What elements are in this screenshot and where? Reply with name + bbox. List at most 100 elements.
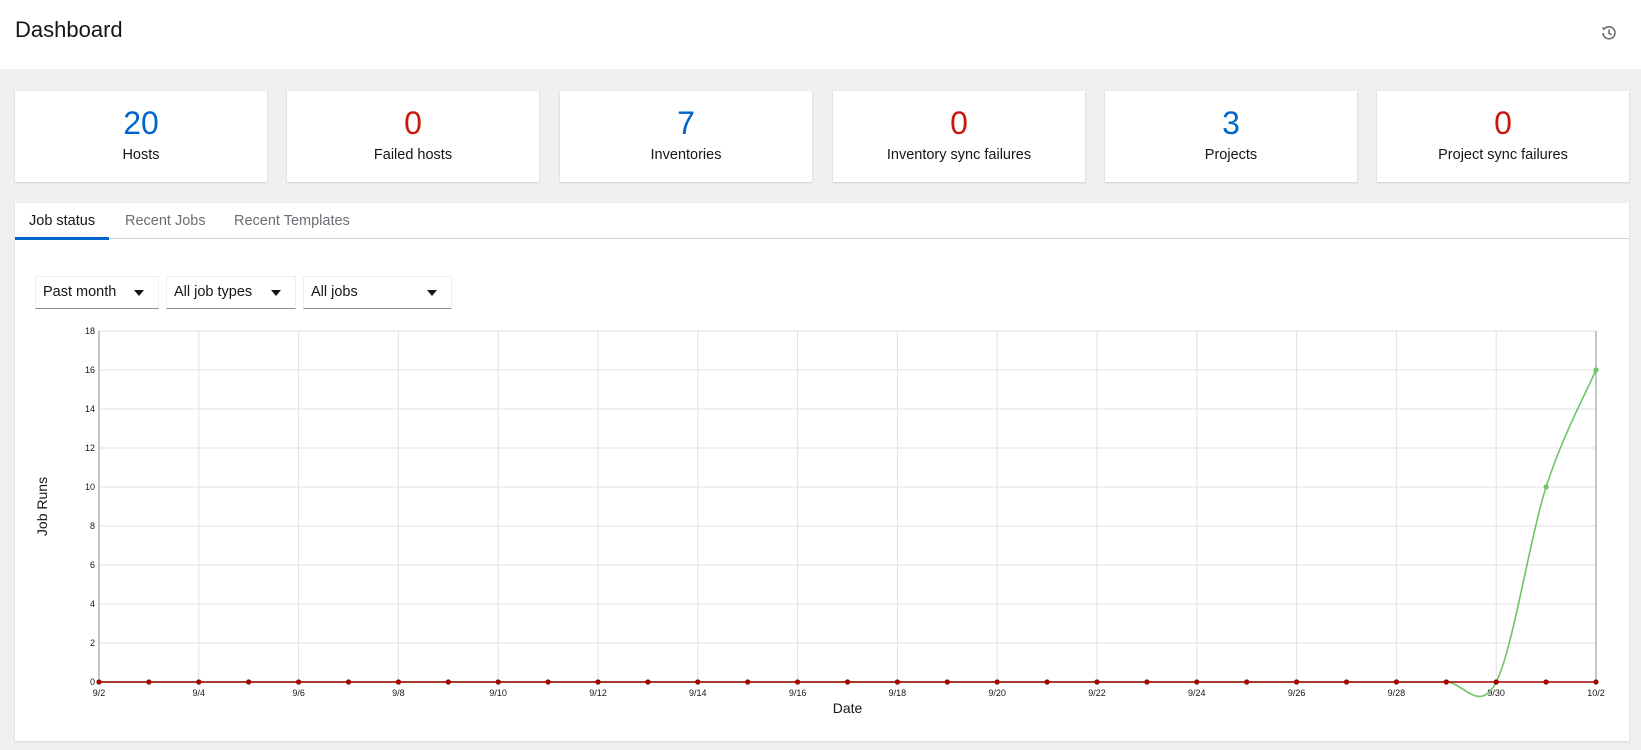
x-tick-label: 9/14 [689,688,707,698]
projects-card[interactable]: 3 Projects [1105,91,1357,182]
x-tick-label: 10/2 [1587,688,1605,698]
data-point-1 [745,679,751,685]
x-tick-label: 9/10 [489,688,507,698]
x-tick-label: 9/22 [1088,688,1106,698]
y-tick-label: 12 [85,443,95,453]
y-axis-title: Job Runs [34,477,50,536]
job-type-select-value: All job types [174,284,253,300]
chevron-down-icon [427,290,437,296]
dashboard-tabs: Job status Recent Jobs Recent Templates [15,203,1629,240]
data-point-1 [1493,679,1499,685]
data-point-1 [1144,679,1150,685]
projects-count: 3 [1222,105,1240,141]
data-point-1 [395,679,401,685]
data-point-1 [1294,679,1300,685]
x-tick-label: 9/8 [392,688,405,698]
data-point-1 [894,679,901,685]
inventory-sync-failures-label: Inventory sync failures [886,147,1032,163]
data-point-1 [345,679,352,685]
project-sync-failures-label: Project sync failures [1438,147,1568,163]
chevron-down-icon [271,290,281,296]
x-tick-label: 9/12 [589,688,607,698]
y-tick-label: 18 [85,326,95,336]
data-point-1 [146,679,152,685]
history-button[interactable] [1596,20,1622,46]
data-point-1 [1194,679,1200,685]
data-point-1 [595,679,601,685]
data-point-1 [795,679,801,685]
page-title: Dashboard [15,17,123,42]
x-tick-label: 9/18 [889,688,907,698]
data-point-0 [1593,367,1599,373]
x-tick-label: 9/30 [1487,688,1505,698]
data-point-1 [1393,679,1399,685]
x-tick-label: 9/2 [93,688,106,698]
data-point-1 [296,679,302,685]
x-tick-label: 9/26 [1288,688,1306,698]
inventory-sync-failures-count: 0 [950,105,968,141]
period-select[interactable]: Past month [35,276,159,309]
job-status-chart: 0 2 4 6 8 10 12 14 16 18 9/2 9/4 9/6 9/8 9/10 9/12 9/14 9… [34,326,1605,716]
y-tick-label: 2 [90,638,95,648]
data-point-1 [944,679,950,685]
data-point-1 [445,679,451,685]
summary-cards: 20 Hosts 0 Failed hosts 7 Inventories 0 … [15,91,1629,182]
x-tick-label: 9/24 [1188,688,1206,698]
project-sync-failures-card[interactable]: 0 Project sync failures [1377,91,1629,182]
y-tick-label: 10 [85,482,95,492]
failed-hosts-count: 0 [404,105,422,141]
data-point-1 [1094,679,1100,685]
data-point-1 [1543,679,1549,685]
x-tick-label: 9/20 [988,688,1006,698]
x-tick-label: 9/28 [1388,688,1406,698]
job-status-select-value: All jobs [311,284,358,300]
data-point-1 [196,679,202,685]
data-point-1 [545,679,551,685]
y-tick-label: 4 [90,599,95,609]
data-point-1 [1593,679,1599,685]
job-status-panel: Job status Recent Jobs Recent Templates … [15,203,1629,741]
x-tick-label: 9/6 [292,688,305,698]
page-header: Dashboard [0,0,1641,69]
data-point-1 [246,679,252,685]
data-point-1 [1343,679,1350,685]
project-sync-failures-count: 0 [1494,105,1512,141]
y-tick-label: 0 [90,677,95,687]
chevron-down-icon [134,290,144,296]
series-line-0 [98,369,1597,698]
data-point-1 [645,679,651,685]
tab-recent-jobs[interactable]: Recent Jobs [125,213,206,229]
data-point-1 [695,679,701,685]
failed-hosts-card[interactable]: 0 Failed hosts [287,91,539,182]
hosts-card[interactable]: 20 Hosts [15,91,267,182]
y-tick-label: 8 [90,521,95,531]
failed-hosts-label: Failed hosts [373,147,453,163]
data-point-1 [844,679,851,685]
job-status-select[interactable]: All jobs [303,276,452,309]
inventories-count: 7 [677,105,695,141]
x-tick-label: 9/16 [789,688,807,698]
hosts-count: 20 [123,105,159,141]
data-point-0 [1543,484,1549,490]
tab-job-status[interactable]: Job status [15,203,110,240]
data-point-1 [1244,679,1250,685]
projects-label: Projects [1204,147,1258,163]
data-point-1 [994,679,1000,685]
hosts-label: Hosts [122,147,160,163]
y-tick-label: 14 [85,404,95,414]
data-point-1 [1443,679,1449,685]
x-axis-title: Date [833,700,863,716]
inventories-label: Inventories [650,147,722,163]
job-type-select[interactable]: All job types [166,276,296,309]
inventories-card[interactable]: 7 Inventories [560,91,812,182]
data-point-1 [495,679,501,685]
period-select-value: Past month [43,284,117,300]
x-tick-label: 9/4 [193,688,206,698]
tab-recent-templates[interactable]: Recent Templates [234,213,350,229]
history-icon [1602,26,1616,40]
data-point-1 [1044,679,1050,685]
y-tick-label: 16 [85,365,95,375]
y-tick-label: 6 [90,560,95,570]
inventory-sync-failures-card[interactable]: 0 Inventory sync failures [833,91,1085,182]
data-point-1 [96,679,102,685]
